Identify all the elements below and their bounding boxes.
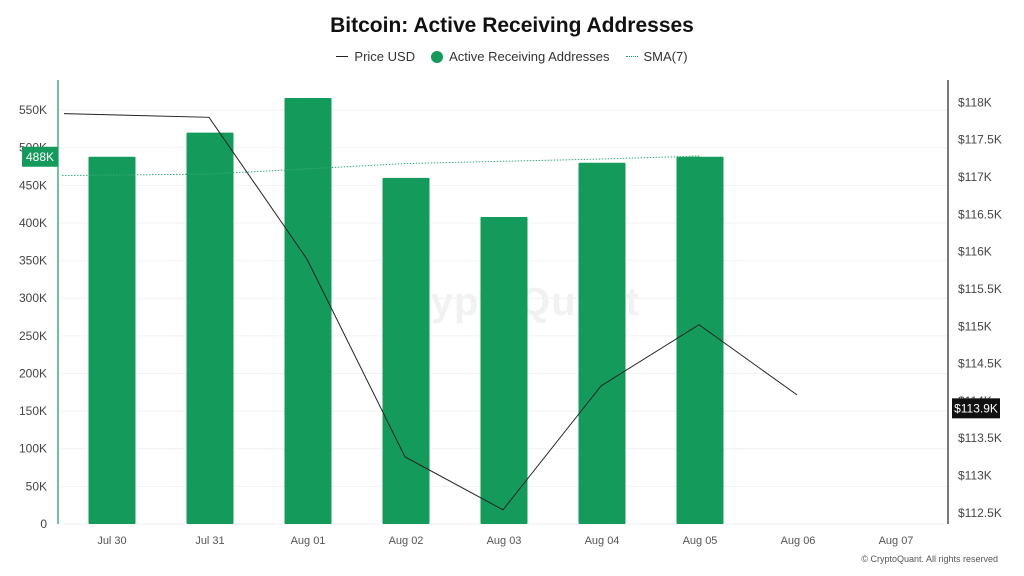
left-tick-label: 550K bbox=[19, 103, 47, 117]
dotted-swatch-icon bbox=[625, 56, 638, 57]
right-tick-label: $118K bbox=[958, 95, 992, 109]
left-tick-label: 200K bbox=[19, 366, 47, 380]
bar bbox=[186, 132, 234, 524]
right-tick-label: $116.5K bbox=[958, 207, 1002, 221]
left-tick-label: 150K bbox=[19, 404, 47, 418]
right-tick-label: $112.5K bbox=[958, 506, 1002, 520]
right-current-badge bbox=[952, 398, 1000, 419]
bar bbox=[382, 177, 430, 524]
left-tick-label: 50K bbox=[26, 479, 47, 493]
legend-label-price: Price USD bbox=[354, 49, 416, 64]
x-tick-label: Aug 02 bbox=[389, 535, 424, 547]
left-tick-label: 100K bbox=[19, 442, 47, 456]
right-tick-label: $115K bbox=[958, 319, 992, 333]
bar bbox=[578, 162, 626, 524]
left-current-badge bbox=[22, 146, 58, 167]
right-tick-label: $113K bbox=[958, 468, 992, 482]
right-tick-label: $113.5K bbox=[958, 431, 1002, 445]
legend-label-addresses: Active Receiving Addresses bbox=[449, 49, 610, 64]
x-tick-label: Jul 31 bbox=[195, 535, 224, 547]
x-tick-label: Aug 05 bbox=[683, 535, 718, 547]
right-tick-label: $116K bbox=[958, 245, 992, 259]
legend-item-addresses[interactable]: Active Receiving Addresses bbox=[431, 49, 610, 64]
dot-swatch-icon bbox=[431, 50, 444, 63]
bar bbox=[676, 156, 724, 524]
right-tick-label: $117.5K bbox=[958, 133, 1002, 147]
bar bbox=[480, 216, 528, 524]
left-tick-label: 450K bbox=[19, 178, 47, 192]
price-line bbox=[63, 113, 798, 511]
right-tick-label: $114.5K bbox=[958, 357, 1002, 371]
x-tick-label: Aug 03 bbox=[487, 535, 522, 547]
legend: Price USD Active Receiving Addresses SMA… bbox=[0, 49, 1024, 64]
right-tick-label: $117K bbox=[958, 170, 992, 184]
bar bbox=[284, 98, 332, 524]
left-tick-label: 400K bbox=[19, 216, 47, 230]
bar bbox=[88, 156, 136, 524]
left-current-label: 488K bbox=[26, 150, 54, 164]
legend-label-sma: SMA(7) bbox=[643, 49, 688, 64]
x-tick-label: Aug 04 bbox=[585, 535, 620, 547]
x-tick-label: Aug 01 bbox=[291, 535, 326, 547]
legend-item-sma[interactable]: SMA(7) bbox=[625, 49, 688, 64]
x-tick-label: Aug 06 bbox=[781, 535, 816, 547]
line-swatch-icon bbox=[336, 56, 349, 57]
legend-item-price[interactable]: Price USD bbox=[336, 49, 415, 64]
x-tick-label: Jul 30 bbox=[97, 535, 126, 547]
copyright-footer: © CryptoQuant. All rights reserved bbox=[861, 554, 998, 564]
right-tick-label: $115.5K bbox=[958, 282, 1002, 296]
left-tick-label: 300K bbox=[19, 291, 47, 305]
left-tick-label: 250K bbox=[19, 329, 47, 343]
left-tick-label: 0 bbox=[40, 517, 47, 531]
sma-line bbox=[61, 155, 701, 177]
chart-title: Bitcoin: Active Receiving Addresses bbox=[330, 14, 694, 37]
left-tick-label: 350K bbox=[19, 254, 47, 268]
x-tick-label: Aug 07 bbox=[879, 535, 914, 547]
right-current-label: $113.9K bbox=[954, 401, 998, 415]
